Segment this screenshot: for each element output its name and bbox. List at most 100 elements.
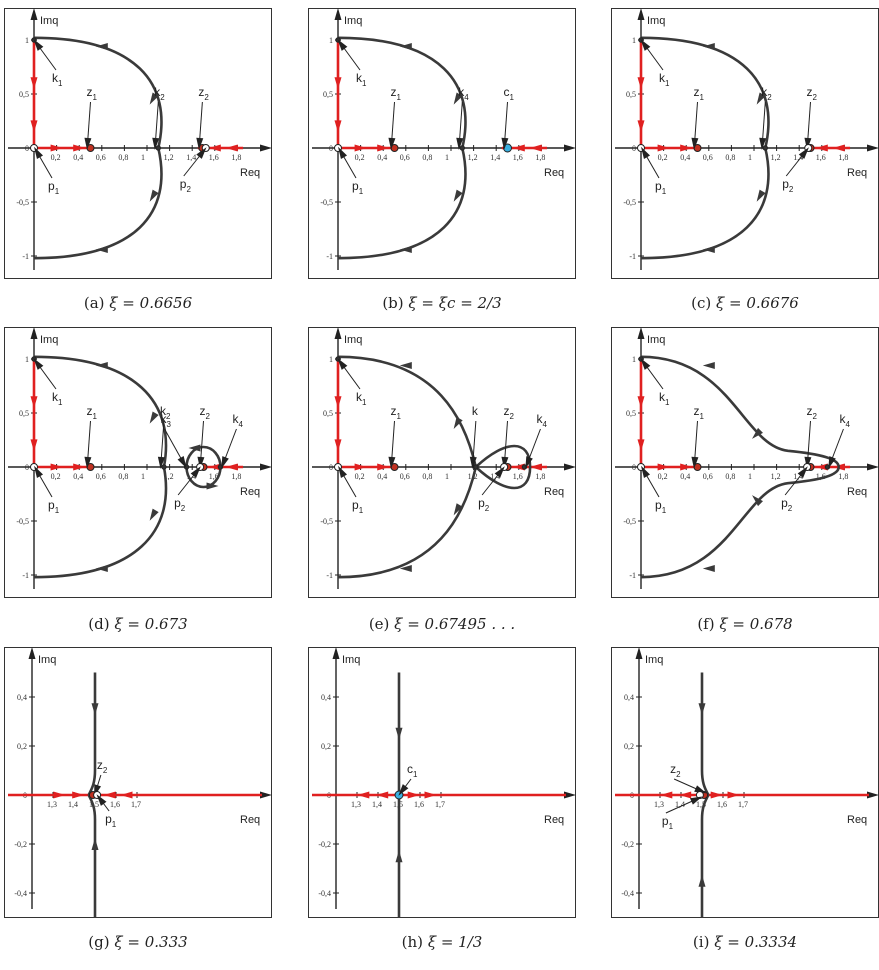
imag-axis-label: Imq: [647, 15, 665, 27]
point-label-z2: z2: [670, 762, 681, 779]
locus-branch: [700, 672, 710, 796]
locus-branch: [87, 794, 97, 918]
point-label-z1: z1: [391, 85, 402, 102]
pointer-arrowhead: [641, 465, 651, 478]
x-tick-label: 1,6: [209, 153, 219, 162]
y-tick-label: -1: [326, 571, 333, 580]
critical-point-marker: [762, 145, 769, 151]
pointer-arrowhead: [157, 456, 165, 469]
label-pointer: [200, 420, 204, 464]
axis-arrowhead: [260, 791, 272, 799]
direction-arrow: [73, 463, 86, 471]
x-tick-label: 1,4: [793, 153, 803, 162]
pointer-arrowhead: [469, 456, 477, 469]
real-axis-label: Req: [240, 814, 260, 826]
axis-arrowhead: [260, 463, 272, 471]
x-tick-label: 1,4: [372, 800, 382, 809]
direction-arrow: [206, 482, 219, 490]
direction-arrow: [149, 508, 159, 521]
direction-arrow: [334, 120, 342, 133]
x-tick-label: 1,2: [771, 472, 781, 481]
point-label-z1: z1: [391, 404, 402, 421]
axis-arrowhead: [334, 8, 342, 20]
direction-arrow: [208, 463, 221, 471]
pointer-arrowhead: [641, 146, 651, 159]
pointer-arrowhead: [525, 456, 533, 469]
direction-arrow: [453, 503, 463, 516]
label-pointer: [87, 101, 91, 145]
locus-plot: Imq Req 0,2 0,4 0,6 0,8 1 1,2 1,4 1,6 1,8 1 0,5 0 -0,5…: [312, 8, 576, 270]
x-tick-label: 1,7: [435, 800, 445, 809]
point-label-p1: p1: [48, 179, 60, 196]
direction-arrow: [752, 495, 763, 507]
pointer-arrowhead: [804, 137, 812, 150]
real-axis-label: Req: [240, 167, 260, 179]
locus-branch: [33, 36, 163, 149]
point-label-k4: k4: [839, 412, 850, 429]
imag-axis-label: Imq: [645, 654, 663, 666]
direction-arrow: [637, 396, 645, 409]
caption-label: (f): [697, 615, 720, 633]
x-tick-label: 0,2: [51, 153, 61, 162]
x-tick-label: 0,2: [355, 153, 365, 162]
x-tick-label: 1: [141, 472, 145, 481]
point-label-z1: z1: [694, 404, 705, 421]
y-tick-label: 0: [329, 144, 333, 153]
locus-branch: [640, 36, 770, 149]
direction-arrow: [91, 703, 99, 716]
x-tick-label: 0,6: [400, 472, 410, 481]
y-tick-label: 1: [329, 355, 333, 364]
pointer-arrowhead: [501, 456, 509, 469]
locus-branch: [33, 466, 168, 579]
direction-arrow: [91, 838, 99, 850]
y-tick-label: 0: [25, 463, 29, 472]
direction-arrow: [529, 463, 542, 471]
direction-arrow: [637, 439, 645, 452]
x-tick-label: 1,7: [131, 800, 141, 809]
y-tick-label: 1: [25, 36, 29, 45]
point-label-p2: p2: [478, 496, 490, 513]
pointer-arrowhead: [759, 137, 767, 150]
real-axis-label: Req: [847, 167, 867, 179]
pointer-arrowhead: [196, 147, 207, 159]
caption-expression: ξ = 0.6676: [716, 294, 799, 312]
panel-caption: (f) ξ = 0.678: [611, 615, 879, 633]
locus-plot: Imq Req 0,2 0,4 0,6 0,8 1 1,2 1,4 1,6 1,8 1 0,5 0 -0,5…: [615, 327, 879, 589]
caption-expression: ξ = 0.67495 . . .: [394, 615, 516, 633]
x-tick-label: 1,3: [47, 800, 57, 809]
panel-caption: (b) ξ = ξc = 2/3: [308, 294, 576, 312]
locus-branch: [337, 147, 467, 260]
panel-frame: [308, 8, 576, 279]
direction-arrow: [50, 463, 63, 471]
pointer-arrowhead: [337, 358, 348, 370]
pointer-arrowhead: [338, 146, 348, 159]
point-label-p1: p1: [352, 498, 364, 515]
pointer-arrowhead: [804, 456, 812, 469]
locus-branch: [33, 147, 163, 260]
direction-arrow: [208, 144, 221, 152]
direction-arrow: [702, 42, 715, 50]
direction-arrow: [149, 189, 159, 202]
x-tick-label: 1: [748, 472, 752, 481]
point-label-p2: p2: [180, 177, 192, 194]
direction-arrow: [399, 42, 412, 50]
point-label-k1: k1: [659, 71, 670, 88]
axis-arrowhead: [635, 647, 643, 659]
direction-arrow: [832, 144, 845, 152]
critical-point-marker: [473, 464, 479, 470]
x-tick-label: 1,6: [110, 800, 120, 809]
y-tick-label: -0,2: [621, 840, 634, 849]
pointer-arrowhead: [84, 137, 92, 150]
panel-caption: (a) ξ = 0.6656: [4, 294, 272, 312]
x-tick-label: 1,8: [231, 472, 241, 481]
y-tick-label: -1: [629, 252, 636, 261]
axis-arrowhead: [332, 647, 340, 659]
x-tick-label: 0,6: [703, 472, 713, 481]
axis-arrowhead: [30, 8, 38, 20]
caption-expression: ξ = 0.678: [719, 615, 793, 633]
point-label-p2: p2: [782, 177, 794, 194]
axis-arrowhead: [637, 8, 645, 20]
label-pointer: [391, 101, 395, 145]
direction-arrow: [225, 463, 238, 471]
